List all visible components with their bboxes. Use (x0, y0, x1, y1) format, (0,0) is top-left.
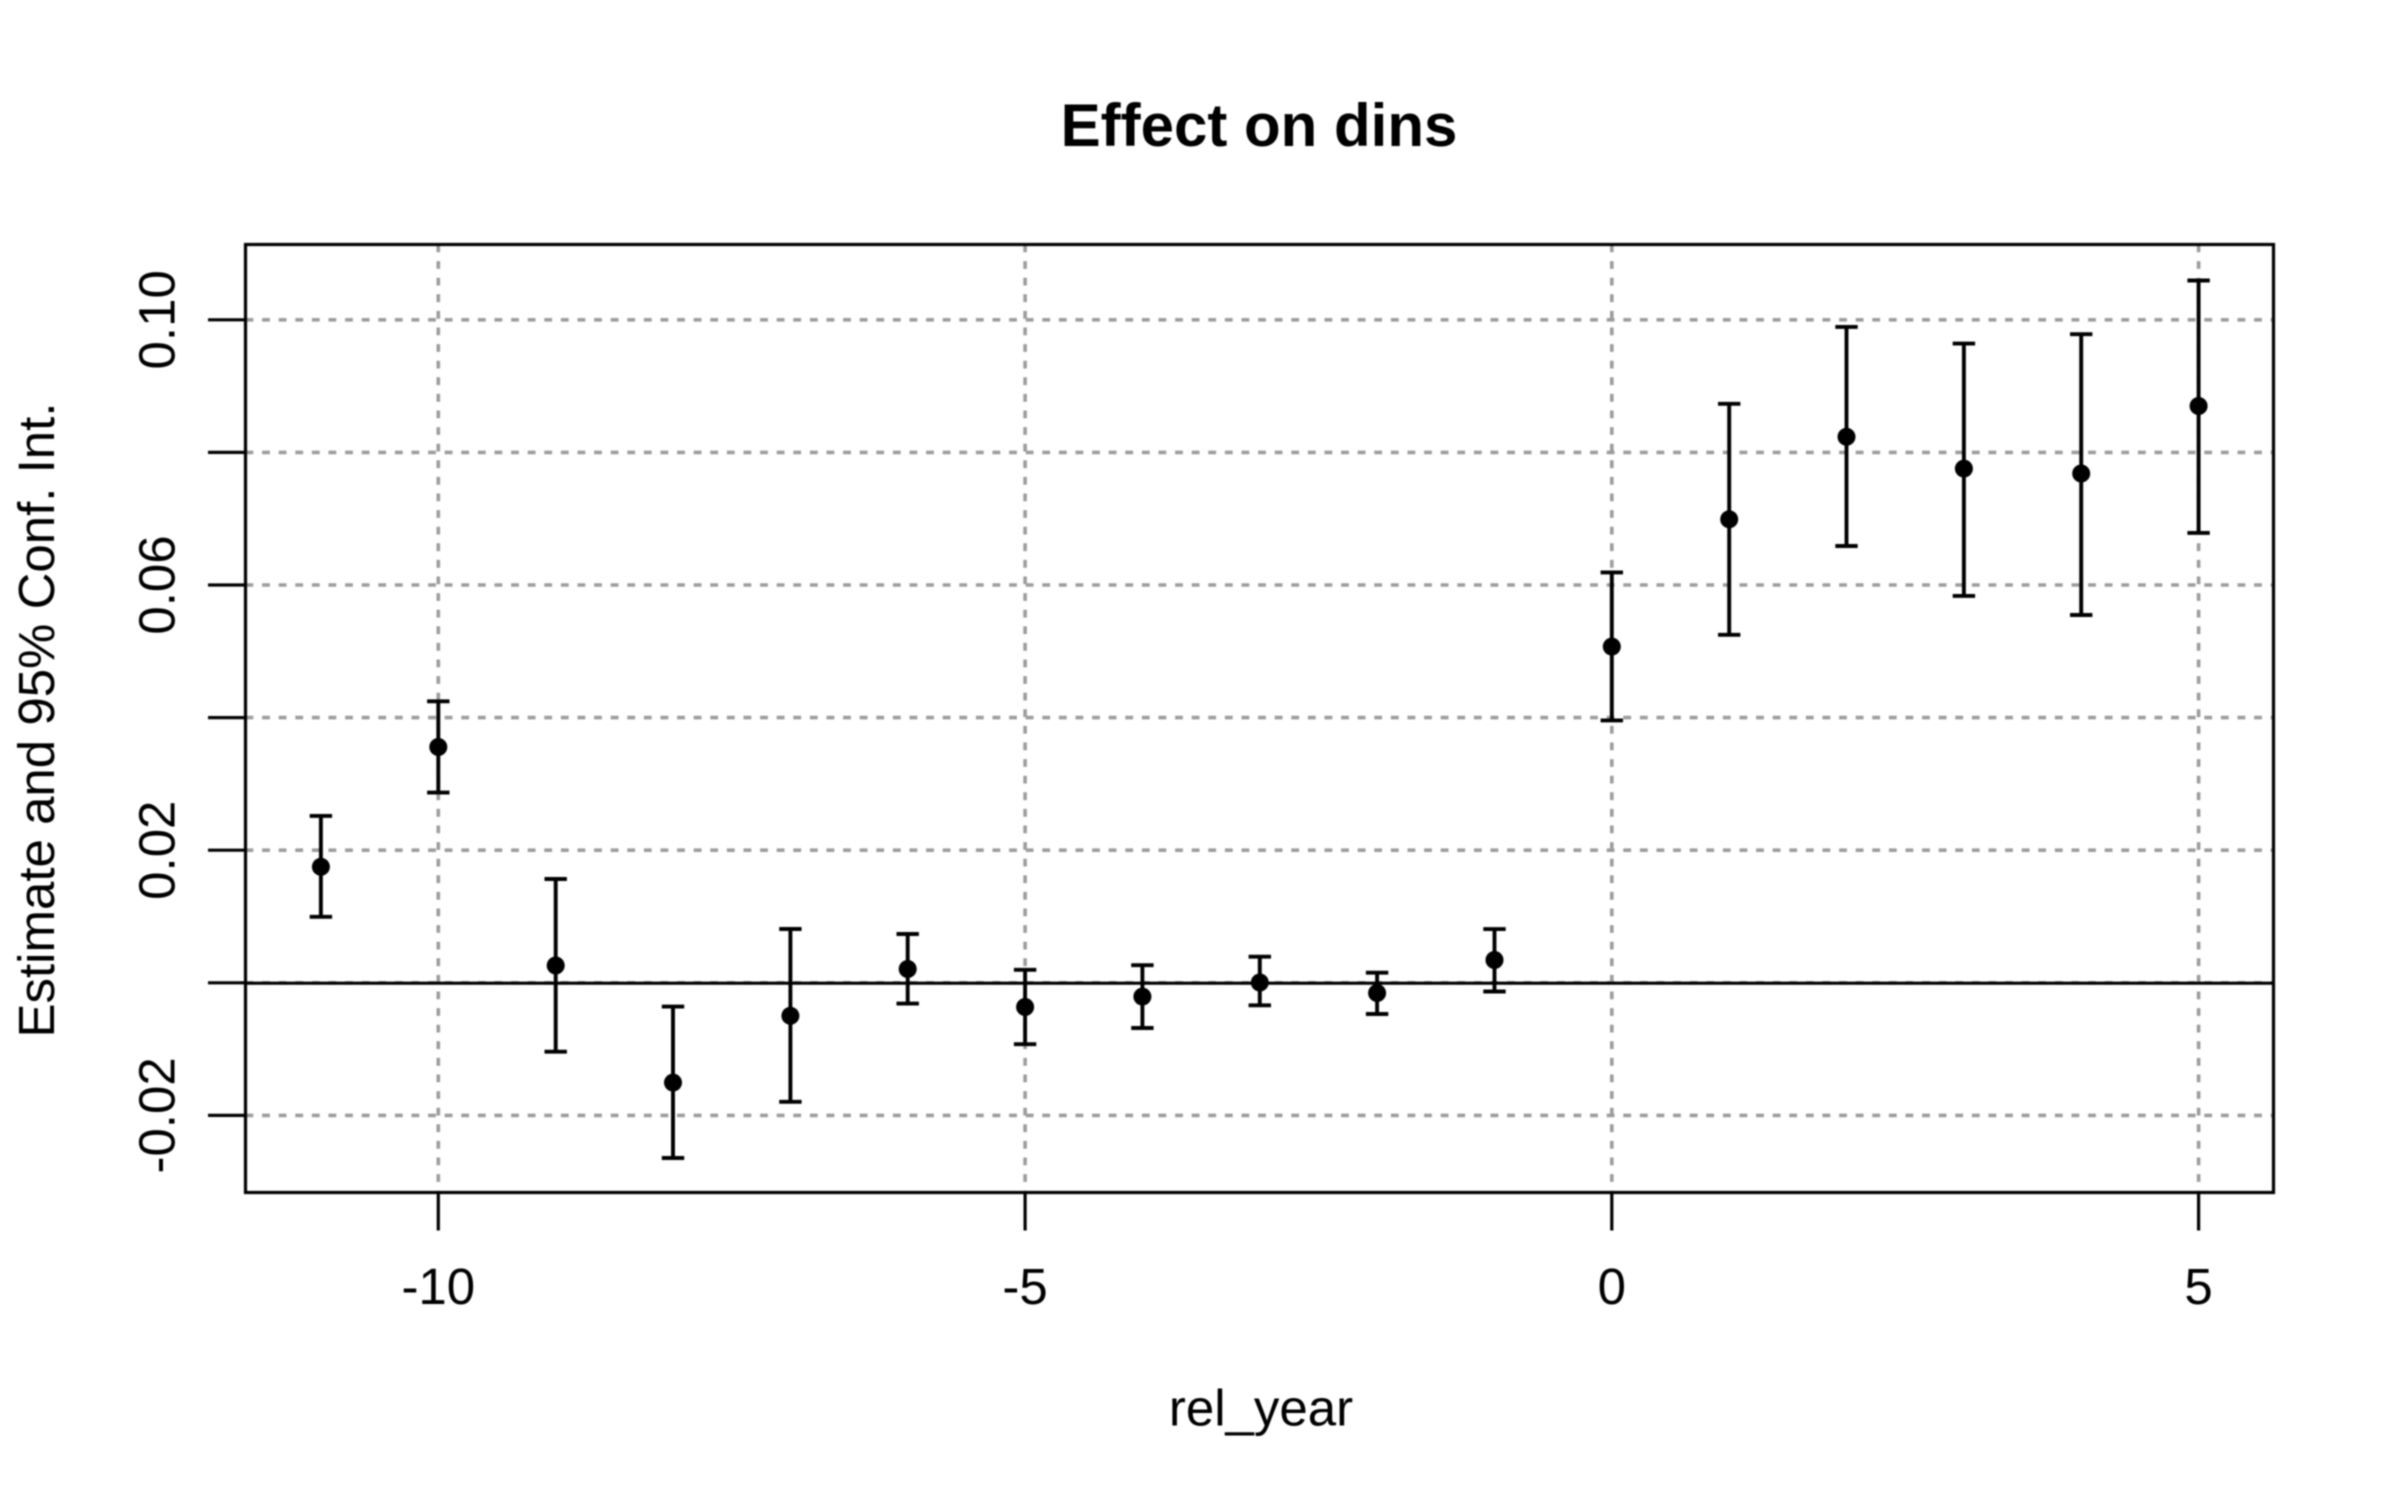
svg-text:-10: -10 (401, 1258, 475, 1315)
svg-text:0.02: 0.02 (129, 801, 186, 900)
svg-text:rel_year: rel_year (1169, 1380, 1353, 1437)
svg-text:-5: -5 (1002, 1258, 1047, 1315)
svg-text:0: 0 (1598, 1258, 1626, 1315)
svg-text:5: 5 (2184, 1258, 2212, 1315)
svg-text:Estimate and 95% Conf. Int.: Estimate and 95% Conf. Int. (8, 402, 65, 1037)
svg-text:-0.02: -0.02 (129, 1057, 186, 1173)
svg-text:0.10: 0.10 (129, 270, 186, 369)
svg-text:Effect on dins: Effect on dins (1061, 92, 1458, 159)
svg-text:0.06: 0.06 (129, 535, 186, 634)
